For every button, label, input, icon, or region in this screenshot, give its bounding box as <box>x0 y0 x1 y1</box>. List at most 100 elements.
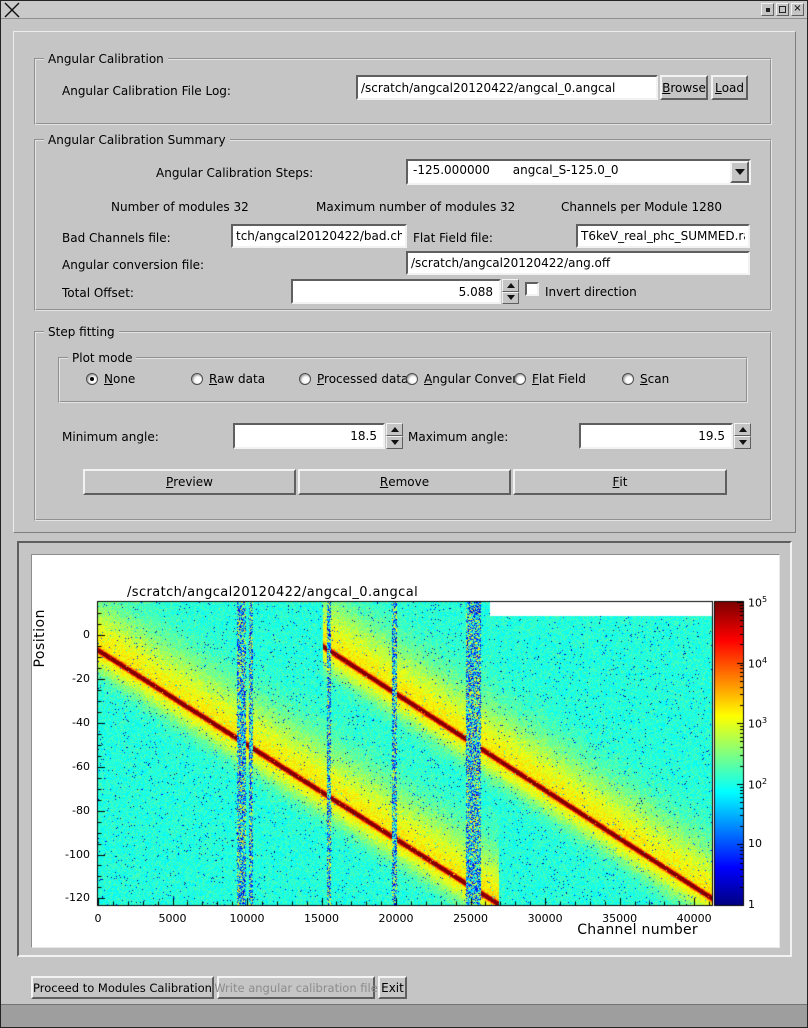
spin-up-button[interactable] <box>502 279 519 292</box>
y-axis-tick-label: -100 <box>42 848 90 861</box>
x-axis-tick-label: 10000 <box>222 912 272 925</box>
spin-down-button[interactable] <box>502 292 519 305</box>
bad-channels-label: Bad Channels file: <box>62 231 171 245</box>
invert-direction-label: Invert direction <box>545 285 637 299</box>
group-summary: Angular Calibration Summary Angular Cali… <box>34 139 772 311</box>
close-icon: × <box>793 4 801 14</box>
write-calibration-file-button[interactable]: Write angular calibration file <box>217 976 375 999</box>
spin-down-button[interactable] <box>734 436 751 449</box>
group-step-fitting-title: Step fitting <box>44 325 119 339</box>
spin-up-button[interactable] <box>386 423 403 436</box>
bad-channels-input[interactable] <box>231 224 407 248</box>
radio-label: Processed data <box>317 372 408 386</box>
down-triangle-icon <box>391 440 399 445</box>
radio-icon <box>622 373 634 385</box>
radio-option-raw-data[interactable]: Raw data <box>191 372 265 386</box>
group-summary-title: Angular Calibration Summary <box>44 133 230 147</box>
load-button[interactable]: Load <box>711 75 748 100</box>
minimize-button[interactable] <box>761 3 774 16</box>
exit-button[interactable]: Exit <box>378 976 407 999</box>
total-offset-input[interactable] <box>291 279 501 304</box>
colorbar-tick-label: 102 <box>748 777 767 792</box>
up-triangle-icon <box>391 427 399 432</box>
y-axis-tick-label: -120 <box>42 891 90 904</box>
max-angle-spin-buttons <box>734 423 751 449</box>
max-angle-input[interactable] <box>579 423 733 449</box>
radio-option-scan[interactable]: Scan <box>622 372 669 386</box>
file-log-label: Angular Calibration File Log: <box>62 84 231 98</box>
min-angle-spinbox <box>233 423 403 449</box>
preview-button[interactable]: Preview <box>83 469 296 495</box>
steps-combobox[interactable]: -125.000000 angcal_S-125.0_0 <box>406 159 751 185</box>
flat-field-label: Flat Field file: <box>413 231 493 245</box>
maximize-button[interactable] <box>776 3 789 16</box>
x-window-icon <box>4 2 20 18</box>
conversion-file-input[interactable] <box>406 251 750 275</box>
x-axis-tick-label: 5000 <box>148 912 198 925</box>
down-triangle-icon <box>739 440 747 445</box>
plot-panel: /scratch/angcal20120422/angcal_0.angcal … <box>17 541 792 957</box>
tick-label-layer: 0 5000 10000 15000 20000 25000 30000 35000 40000… <box>32 555 779 947</box>
down-triangle-icon <box>735 169 745 175</box>
plot-area: /scratch/angcal20120422/angcal_0.angcal … <box>31 554 780 948</box>
radio-option-none[interactable]: None <box>86 372 135 386</box>
down-triangle-icon <box>507 295 515 300</box>
y-axis-tick-label: 0 <box>42 628 90 641</box>
up-triangle-icon <box>739 427 747 432</box>
chevron-down-icon[interactable] <box>730 161 749 183</box>
radio-option-processed-data[interactable]: Processed data <box>299 372 408 386</box>
conversion-file-label: Angular conversion file: <box>62 258 204 272</box>
radio-label: Raw data <box>209 372 265 386</box>
steps-label: Angular Calibration Steps: <box>156 166 313 180</box>
app-window: × Angular Calibration Angular Calibratio… <box>0 0 808 1028</box>
group-step-fitting: Step fitting Plot mode None Raw data Pro… <box>34 331 772 521</box>
colorbar-tick-label: 104 <box>748 656 767 671</box>
remove-button[interactable]: Remove <box>298 469 511 495</box>
y-axis-tick-label: -40 <box>42 716 90 729</box>
min-angle-input[interactable] <box>233 423 385 449</box>
radio-icon <box>406 373 418 385</box>
y-axis-tick-label: -80 <box>42 804 90 817</box>
colorbar-tick-label: 103 <box>748 716 767 731</box>
spin-down-button[interactable] <box>386 436 403 449</box>
radio-icon <box>86 373 98 385</box>
radio-icon <box>191 373 203 385</box>
total-offset-label: Total Offset: <box>62 286 134 300</box>
group-angular-calibration: Angular Calibration Angular Calibration … <box>34 58 772 125</box>
radio-option-flat-field[interactable]: Flat Field <box>514 372 586 386</box>
steps-combobox-value: -125.000000 angcal_S-125.0_0 <box>408 161 730 183</box>
browse-button[interactable]: Browse <box>660 75 708 100</box>
x-axis-tick-label: 20000 <box>371 912 421 925</box>
num-modules-text: Number of modules 32 <box>111 200 249 214</box>
y-axis-tick-label: -60 <box>42 760 90 773</box>
x-axis-tick-label: 35000 <box>595 912 645 925</box>
window-controls: × <box>761 3 804 16</box>
colorbar-tick-label: 105 <box>748 595 767 610</box>
radio-label: Scan <box>640 372 669 386</box>
x-axis-tick-label: 40000 <box>669 912 719 925</box>
radio-label: None <box>104 372 135 386</box>
window-bottom-edge <box>1 1004 807 1028</box>
total-offset-spinbox <box>291 279 519 304</box>
x-axis-tick-label: 25000 <box>446 912 496 925</box>
max-angle-label: Maximum angle: <box>408 430 508 444</box>
proceed-modules-calibration-button[interactable]: Proceed to Modules Calibration <box>31 976 214 999</box>
up-triangle-icon <box>507 283 515 288</box>
min-angle-label: Minimum angle: <box>62 430 159 444</box>
max-modules-text: Maximum number of modules 32 <box>316 200 515 214</box>
close-button[interactable]: × <box>791 3 804 16</box>
invert-direction-checkbox[interactable] <box>525 282 539 296</box>
min-angle-spin-buttons <box>386 423 403 449</box>
colorbar-tick-label: 10 <box>748 837 762 850</box>
group-plot-mode: Plot mode None Raw data Processed data A… <box>58 357 748 403</box>
radio-icon <box>514 373 526 385</box>
file-log-input[interactable] <box>356 75 658 100</box>
radio-icon <box>299 373 311 385</box>
group-plot-mode-title: Plot mode <box>68 351 136 365</box>
group-angular-calibration-title: Angular Calibration <box>44 52 168 66</box>
flat-field-input[interactable] <box>576 224 750 248</box>
fit-button[interactable]: Fit <box>513 469 727 495</box>
radio-option-angular-conversion[interactable]: Angular Conver <box>406 372 517 386</box>
titlebar[interactable]: × <box>1 1 807 19</box>
spin-up-button[interactable] <box>734 423 751 436</box>
